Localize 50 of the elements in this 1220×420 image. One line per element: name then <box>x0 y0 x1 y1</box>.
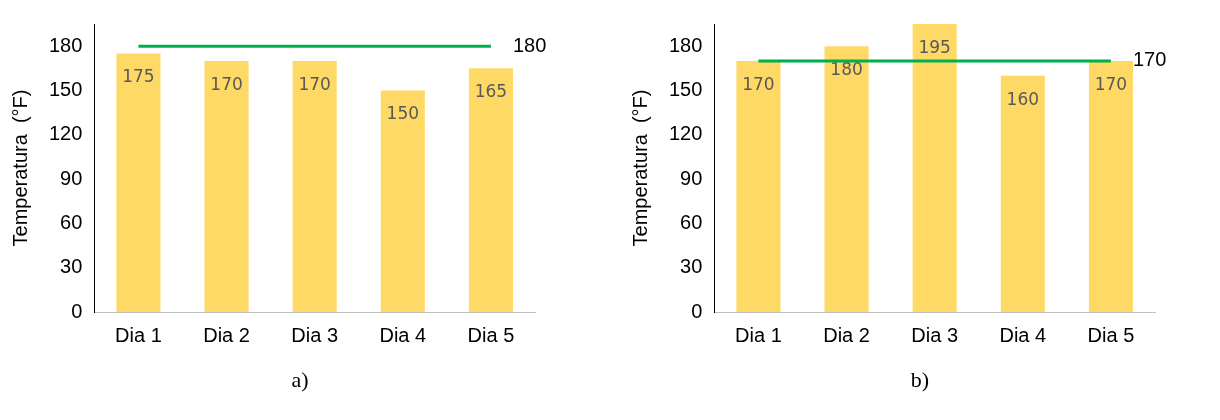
data-label: 165 <box>474 81 508 102</box>
data-label: 170 <box>1094 73 1128 94</box>
y-tick-label: 150 <box>668 77 703 100</box>
x-tick-label: Dia 1 <box>735 323 782 346</box>
y-tick-label: 90 <box>680 166 703 189</box>
y-tick-label: 30 <box>680 255 703 278</box>
x-tick-label: Dia 3 <box>291 323 339 346</box>
y-axis-title: Temperatura (°F) <box>8 89 31 247</box>
bar <box>204 60 249 312</box>
y-tick-label: 60 <box>60 210 83 233</box>
bar <box>1000 75 1045 312</box>
bar <box>292 60 337 312</box>
bar <box>736 60 781 312</box>
data-label: 160 <box>1006 88 1040 109</box>
data-label: 195 <box>918 36 951 57</box>
y-tick-label: 150 <box>48 77 83 100</box>
bar <box>380 90 425 312</box>
x-tick-label: Dia 5 <box>1087 323 1135 346</box>
y-tick-label: 180 <box>668 33 703 56</box>
x-tick-label: Dia 2 <box>203 323 250 346</box>
data-label: 170 <box>210 73 243 94</box>
x-tick-label: Dia 2 <box>823 323 870 346</box>
x-tick-label: Dia 1 <box>115 323 162 346</box>
bar <box>1088 60 1133 312</box>
bar <box>468 68 513 312</box>
y-tick-label: 180 <box>48 33 83 56</box>
data-label: 170 <box>742 73 775 94</box>
bar <box>912 24 957 312</box>
ref-line-label: 180 <box>512 33 547 56</box>
data-label: 170 <box>298 73 331 94</box>
x-tick-label: Dia 4 <box>999 323 1047 346</box>
ref-line-label: 170 <box>1132 48 1167 71</box>
data-label: 180 <box>830 59 863 80</box>
y-tick-label: 60 <box>680 210 703 233</box>
y-tick-label: 30 <box>60 255 83 278</box>
x-tick-label: Dia 4 <box>379 323 427 346</box>
y-axis-title: Temperatura (°F) <box>628 89 651 247</box>
bar <box>824 46 869 312</box>
y-tick-label: 120 <box>668 122 703 145</box>
x-tick-label: Dia 3 <box>911 323 959 346</box>
data-label: 150 <box>386 103 420 124</box>
y-tick-label: 120 <box>48 122 83 145</box>
bar <box>116 53 161 312</box>
data-label: 175 <box>122 66 155 87</box>
y-tick-label: 90 <box>60 166 83 189</box>
y-tick-label: 0 <box>71 299 83 322</box>
x-tick-label: Dia 5 <box>467 323 515 346</box>
text: a) <box>290 366 310 394</box>
y-tick-label: 0 <box>691 299 703 322</box>
text: b) <box>909 366 931 394</box>
